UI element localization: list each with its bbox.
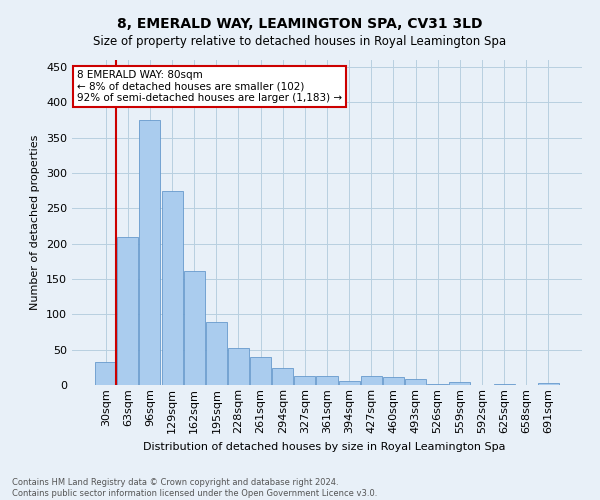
Bar bbox=[494, 384, 515, 385]
Bar bbox=[316, 376, 338, 385]
Bar bbox=[338, 381, 359, 385]
Bar bbox=[538, 383, 559, 385]
Bar bbox=[449, 382, 470, 385]
Y-axis label: Number of detached properties: Number of detached properties bbox=[31, 135, 40, 310]
Bar bbox=[118, 236, 139, 385]
Text: Distribution of detached houses by size in Royal Leamington Spa: Distribution of detached houses by size … bbox=[143, 442, 505, 452]
Bar bbox=[206, 322, 227, 385]
Bar bbox=[139, 120, 160, 385]
Bar bbox=[295, 376, 316, 385]
Bar bbox=[95, 362, 116, 385]
Text: 8 EMERALD WAY: 80sqm
← 8% of detached houses are smaller (102)
92% of semi-detac: 8 EMERALD WAY: 80sqm ← 8% of detached ho… bbox=[77, 70, 342, 103]
Bar bbox=[361, 376, 382, 385]
Text: Size of property relative to detached houses in Royal Leamington Spa: Size of property relative to detached ho… bbox=[94, 35, 506, 48]
Bar bbox=[272, 368, 293, 385]
Bar bbox=[383, 377, 404, 385]
Bar bbox=[427, 384, 448, 385]
Text: 8, EMERALD WAY, LEAMINGTON SPA, CV31 3LD: 8, EMERALD WAY, LEAMINGTON SPA, CV31 3LD bbox=[117, 18, 483, 32]
Bar bbox=[405, 378, 426, 385]
Text: Contains HM Land Registry data © Crown copyright and database right 2024.
Contai: Contains HM Land Registry data © Crown c… bbox=[12, 478, 377, 498]
Bar bbox=[250, 356, 271, 385]
Bar bbox=[161, 190, 182, 385]
Bar bbox=[184, 270, 205, 385]
Bar bbox=[228, 348, 249, 385]
